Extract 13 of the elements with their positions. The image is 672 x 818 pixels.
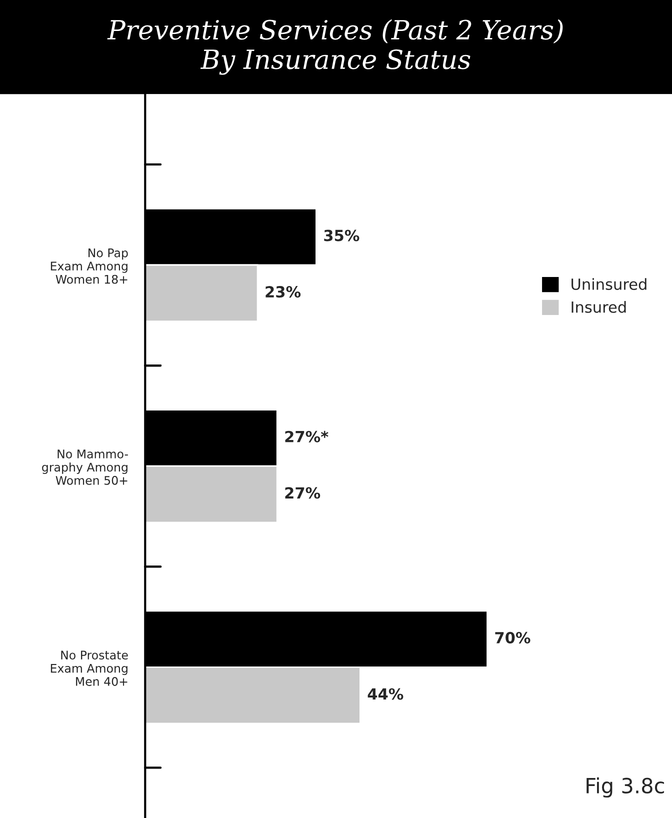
y-tick-label: No Prostate Exam Among Men 40+ (50, 650, 128, 686)
data-label: 27% (285, 487, 320, 499)
legend-label: Uninsured (572, 278, 646, 290)
legend-label: Insured (572, 301, 626, 313)
data-label: 27%* (285, 430, 328, 442)
data-label: 23% (266, 286, 301, 298)
data-label: 44% (368, 688, 404, 700)
data-label: 35% (324, 230, 360, 242)
data-label: 70% (495, 632, 530, 644)
y-tick-label: No Mammo- graphy Among Women 50+ (42, 450, 128, 485)
caption: Fig 3.8c (586, 777, 664, 798)
chart-title: Preventive Services (Past 2 Years) By Insurance Status (107, 19, 563, 75)
y-tick-label: No Pap Exam Among Women 18+ (50, 248, 128, 284)
